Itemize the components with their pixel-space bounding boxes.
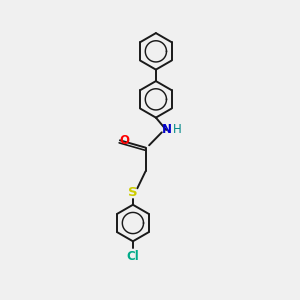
Text: O: O	[119, 134, 129, 147]
Text: H: H	[173, 124, 182, 136]
Text: Cl: Cl	[127, 250, 139, 263]
Text: S: S	[128, 186, 138, 199]
Text: N: N	[162, 124, 172, 136]
